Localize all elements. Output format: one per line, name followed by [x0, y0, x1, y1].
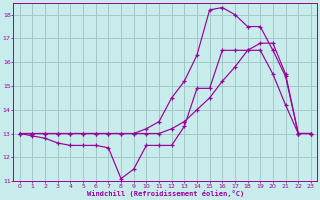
X-axis label: Windchill (Refroidissement éolien,°C): Windchill (Refroidissement éolien,°C): [87, 190, 244, 197]
